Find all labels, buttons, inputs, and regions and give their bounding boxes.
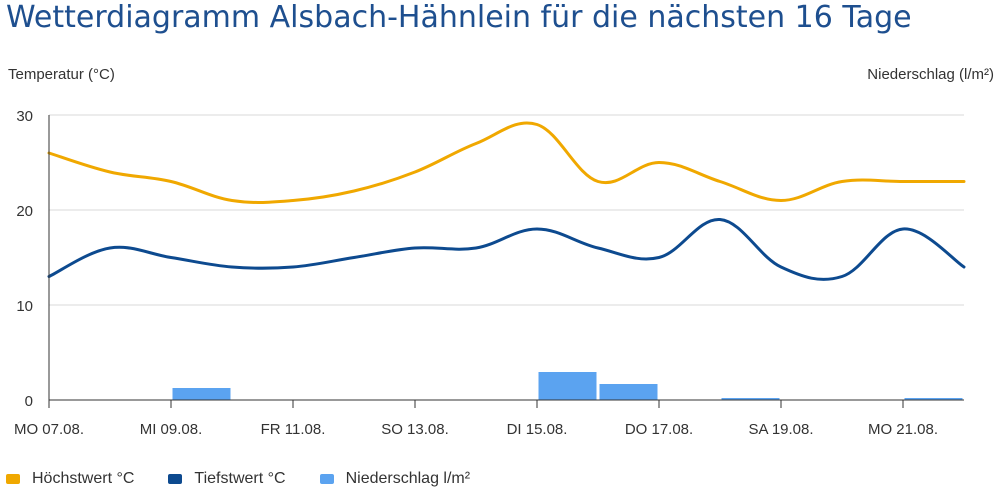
- max-temp-point[interactable]: [227, 196, 237, 206]
- min-temp-point[interactable]: [898, 224, 908, 234]
- max-temp-point[interactable]: [776, 196, 786, 206]
- precipitation-bar[interactable]: [904, 398, 963, 400]
- min-temp-point[interactable]: [776, 262, 786, 272]
- max-temp-point[interactable]: [288, 196, 298, 206]
- min-temp-point[interactable]: [532, 224, 542, 234]
- legend-item-precipitation[interactable]: Niederschlag l/m²: [319, 470, 471, 488]
- x-tick-label: DO 17.08.: [625, 421, 693, 438]
- x-tick-label: MI 09.08.: [140, 421, 203, 438]
- legend-swatch-precipitation: [319, 474, 334, 484]
- min-temp-point[interactable]: [288, 262, 298, 272]
- y-tick-label: 0: [25, 393, 33, 410]
- legend-swatch-min-temp: [168, 474, 183, 484]
- max-temp-point[interactable]: [410, 167, 420, 177]
- max-temp-point[interactable]: [715, 177, 725, 187]
- max-temp-point[interactable]: [593, 177, 603, 187]
- x-tick-label: DI 15.08.: [507, 421, 568, 438]
- max-temp-point[interactable]: [166, 177, 176, 187]
- y-tick-label: 30: [16, 108, 33, 125]
- temperature-lines: [47, 120, 969, 282]
- axes: 0 10 20 30 MO 07.08. MI 09.08. FR 11.08. SO 13.…: [14, 108, 964, 438]
- min-temp-point[interactable]: [105, 243, 115, 253]
- precipitation-bars: [172, 372, 963, 400]
- y-axis-label-temperature: Temperatur (°C): [8, 66, 115, 83]
- precipitation-bar[interactable]: [721, 398, 780, 400]
- max-temp-point[interactable]: [471, 139, 481, 149]
- min-temp-point[interactable]: [471, 243, 481, 253]
- legend-label-max-temp: Höchstwert °C: [32, 470, 135, 487]
- min-temp-point[interactable]: [349, 253, 359, 263]
- max-temp-line[interactable]: [47, 121, 966, 204]
- x-tick-label: MO 07.08.: [14, 421, 84, 438]
- max-temp-point[interactable]: [654, 158, 664, 168]
- max-temp-point[interactable]: [532, 120, 542, 130]
- min-temp-line[interactable]: [47, 217, 966, 281]
- x-tick-label: FR 11.08.: [261, 421, 326, 438]
- x-tick-label: SO 13.08.: [381, 421, 449, 438]
- legend-item-max-temp[interactable]: Höchstwert °C: [6, 470, 134, 488]
- legend-item-min-temp[interactable]: Tiefstwert °C: [168, 470, 286, 488]
- chart-title: Wetterdiagramm Alsbach-Hähnlein für die …: [6, 0, 912, 35]
- legend: Höchstwert °C Tiefstwert °C Niederschlag…: [6, 470, 504, 488]
- min-temp-point[interactable]: [715, 215, 725, 225]
- y-tick-label: 20: [16, 203, 33, 220]
- legend-label-precipitation: Niederschlag l/m²: [345, 470, 471, 487]
- min-temp-point[interactable]: [227, 262, 237, 272]
- y-tick-label: 10: [16, 298, 33, 315]
- x-tick-label: MO 21.08.: [868, 421, 938, 438]
- min-temp-point[interactable]: [593, 243, 603, 253]
- precipitation-bar[interactable]: [538, 372, 597, 400]
- min-temp-point[interactable]: [654, 253, 664, 263]
- min-temp-point[interactable]: [166, 253, 176, 263]
- max-temp-point[interactable]: [959, 177, 969, 187]
- precipitation-bar[interactable]: [172, 388, 231, 400]
- y-axis-label-precipitation: Niederschlag (l/m²): [867, 66, 994, 83]
- precipitation-bar[interactable]: [599, 384, 658, 400]
- max-temp-point[interactable]: [105, 167, 115, 177]
- min-temp-point[interactable]: [959, 262, 969, 272]
- x-tick-label: SA 19.08.: [748, 421, 813, 438]
- min-temp-point[interactable]: [410, 243, 420, 253]
- max-temp-point[interactable]: [349, 186, 359, 196]
- legend-label-min-temp: Tiefstwert °C: [194, 470, 286, 487]
- max-temp-point[interactable]: [898, 177, 908, 187]
- max-temp-point[interactable]: [837, 177, 847, 187]
- grid-lines: [49, 114, 964, 401]
- min-temp-point[interactable]: [837, 272, 847, 282]
- legend-swatch-max-temp: [6, 474, 20, 484]
